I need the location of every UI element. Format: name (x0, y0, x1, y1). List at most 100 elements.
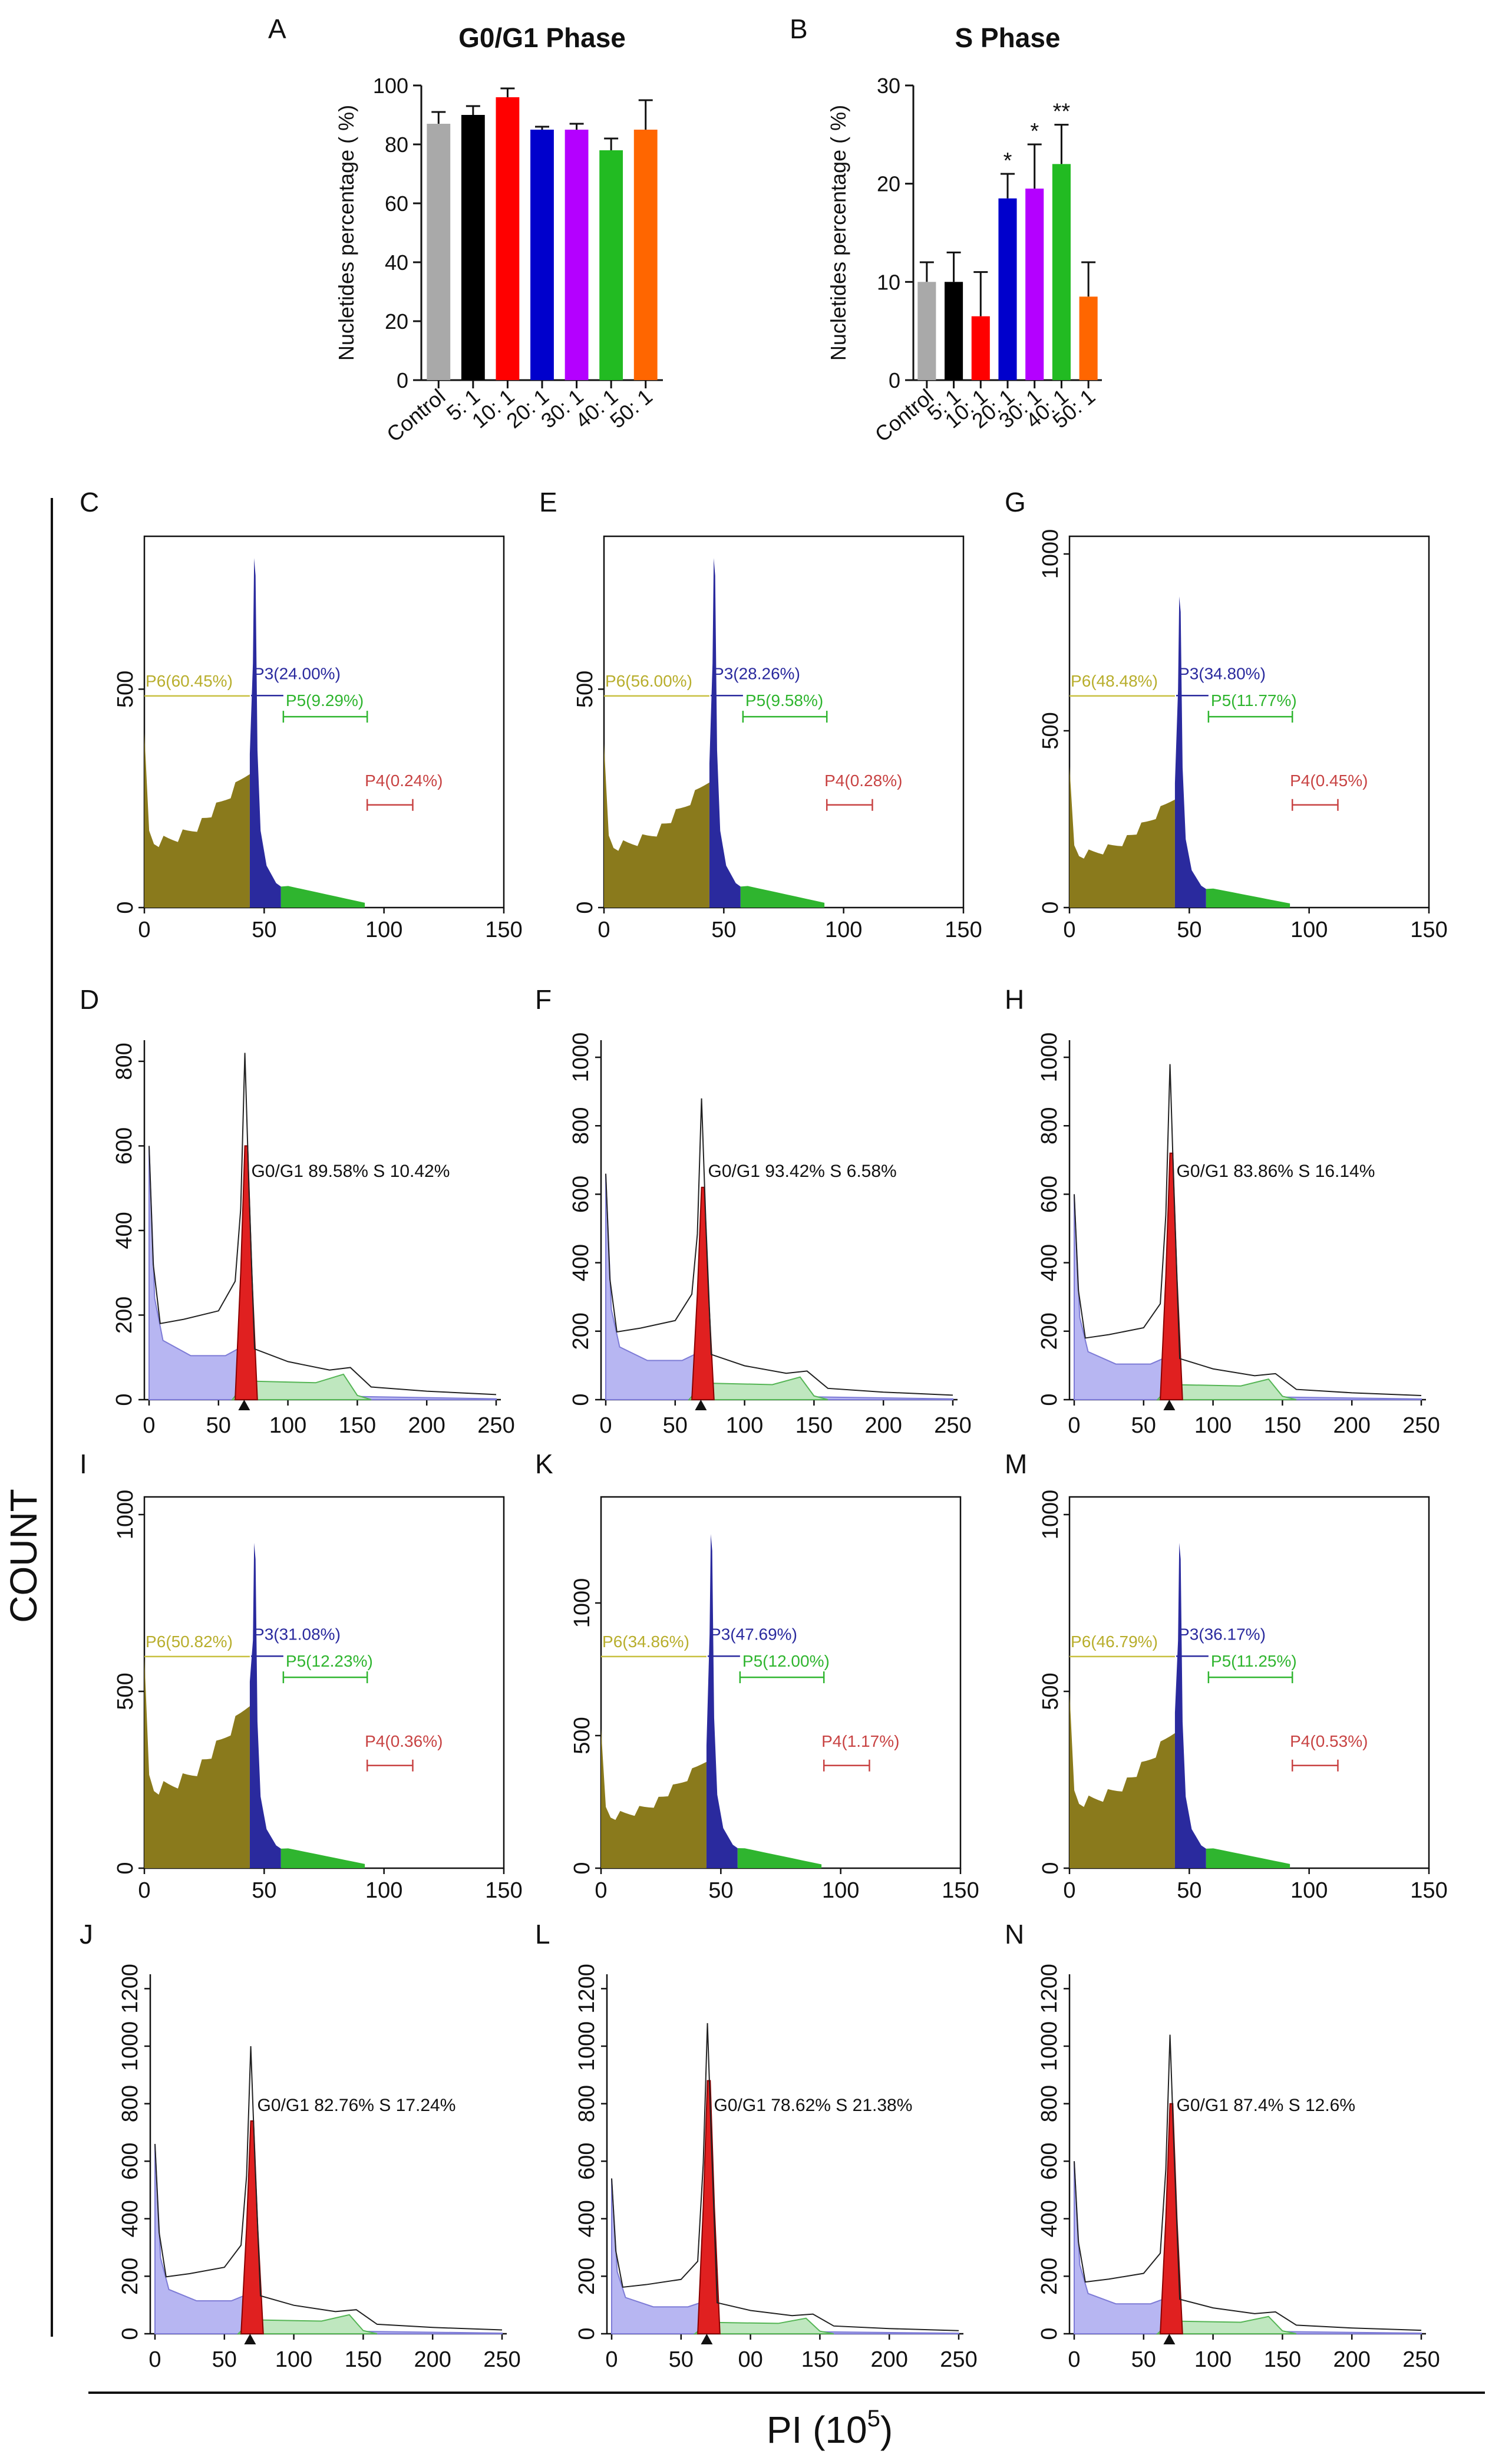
y-tick-label: 1200 (118, 1964, 143, 2014)
g1-marker (695, 1400, 707, 1410)
x-tick-label: 200 (408, 1413, 445, 1438)
x-tick-label: 50 (669, 2347, 694, 2372)
y-tick-label: 0 (112, 1393, 137, 1406)
gate-p3-label: P3(36.17%) (1179, 1625, 1266, 1643)
bar (1052, 164, 1071, 380)
histogram-p6-region (144, 733, 250, 908)
y-tick-label: 400 (118, 2200, 143, 2237)
y-tick-label: 0 (118, 2327, 143, 2340)
histogram-p5-tail (1206, 1848, 1290, 1868)
x-tick-label: 200 (1333, 2347, 1370, 2372)
gate-p3-label: P3(34.80%) (1179, 664, 1266, 682)
x-tick-label: 200 (414, 2347, 451, 2372)
chart-g: G 0 50 100 150 0 500 1000 P6(48.48%) P3(34.80%) P5… (1005, 487, 1448, 942)
count-axis-title: COUNT (2, 1489, 45, 1623)
fit-g1-peak (1160, 1152, 1183, 1400)
chart-n: N 0 50 100 150 200 250 0 200 400 600 800 1000 1200 G0/… (1005, 1919, 1440, 2372)
x-tick-label: 50 (252, 918, 276, 942)
y-tick-label: 40 (385, 250, 408, 275)
x-tick-label: 50 (1177, 918, 1201, 942)
x-tick-label: 0 (595, 1878, 607, 1903)
bar (633, 130, 658, 380)
panel-letter: C (80, 487, 99, 517)
fit-debris-region (154, 2143, 503, 2334)
y-tick-label: 600 (112, 1127, 137, 1165)
y-tick-label: 400 (1037, 2200, 1062, 2237)
histogram-p6-region (604, 744, 709, 908)
raw-data-line (154, 2046, 503, 2331)
x-tick-label: 250 (940, 2347, 977, 2372)
gate-p6-label: P6(56.00%) (605, 672, 692, 690)
y-tick-label: 80 (385, 133, 408, 157)
fit-debris-region (148, 1146, 497, 1400)
bar (998, 198, 1017, 380)
fit-g1-peak (691, 1186, 715, 1400)
bar (1079, 296, 1098, 380)
y-tick-label: 0 (569, 1393, 593, 1406)
significance-star: * (1030, 119, 1039, 144)
x-tick-label: 100 (269, 1413, 306, 1438)
chart-b: B S Phase 0 10 20 30 Nucletides percentage ( %… (790, 14, 1102, 447)
panel-letter: A (268, 14, 286, 44)
y-tick-label: 200 (1037, 2258, 1062, 2295)
bar (971, 316, 990, 380)
gate-p6-label: P6(48.48%) (1071, 672, 1158, 690)
y-tick-label: 10 (877, 270, 900, 294)
histogram-p6-region (1069, 1691, 1175, 1868)
x-tick-label: 150 (1264, 1413, 1301, 1438)
bar (599, 150, 623, 380)
y-tick-label: 1000 (569, 1033, 593, 1083)
gate-p5-label: P5(11.25%) (1211, 1652, 1297, 1670)
gate-p5-label: P5(11.77%) (1211, 691, 1297, 710)
x-tick-label: 0 (1068, 2347, 1080, 2372)
fit-debris-region (1074, 1194, 1422, 1400)
histogram-p3-peak (249, 1543, 281, 1868)
raw-data-line (605, 1098, 953, 1396)
pi-axis-title-main: PI (10 (767, 2409, 867, 2451)
y-tick-label: 1000 (1038, 1490, 1063, 1540)
bar (917, 282, 936, 380)
pi-axis-title: PI (105) (767, 2406, 893, 2451)
x-tick-label: 50 (708, 1878, 733, 1903)
x-tick-label: 150 (1410, 1878, 1447, 1903)
bar (565, 130, 589, 380)
y-tick-label: 0 (889, 368, 900, 392)
panel-letter: L (535, 1919, 550, 1950)
y-tick-label: 0 (397, 368, 408, 392)
fit-result-label: G0/G1 78.62% S 21.38% (714, 2096, 913, 2115)
x-tick-label: 50 (1177, 1878, 1201, 1903)
y-axis-label: Nucletides percentage ( %) (334, 105, 358, 361)
x-tick-label: Control (382, 384, 450, 447)
fit-debris-region (1074, 2161, 1422, 2334)
gate-p5-label: P5(9.29%) (286, 691, 364, 710)
fit-result-label: G0/G1 83.86% S 16.14% (1177, 1162, 1375, 1181)
x-tick-label: 100 (365, 918, 402, 942)
y-tick-label: 1200 (1037, 1964, 1062, 2014)
y-tick-label: 400 (1037, 1244, 1062, 1281)
panel-letter: H (1005, 984, 1024, 1015)
y-tick-label: 800 (569, 1107, 593, 1144)
gate-p4-label: P4(1.17%) (821, 1732, 899, 1750)
gate-p4-label: P4(0.28%) (824, 771, 902, 790)
panel-letter: F (535, 984, 552, 1015)
x-tick-label: 150 (801, 2347, 839, 2372)
y-tick-label: 1000 (1037, 2021, 1062, 2072)
gate-p4-label: P4(0.45%) (1290, 771, 1368, 790)
fit-debris-region (605, 1173, 953, 1400)
x-tick-label: 50 (663, 1413, 688, 1438)
x-tick-label: 0 (1063, 1878, 1075, 1903)
g1-marker (1163, 1400, 1176, 1410)
x-tick-label: 100 (822, 1878, 859, 1903)
y-tick-label: 800 (118, 2085, 143, 2122)
y-tick-label: 200 (569, 1312, 593, 1350)
gate-p4-label: P4(0.53%) (1290, 1732, 1368, 1750)
x-tick-label: 250 (1402, 2347, 1440, 2372)
chart-k: K 0 50 100 150 0 500 1000 P6(34.86%) P3(47.69%) P5… (535, 1449, 979, 1903)
x-tick-label: 0 (148, 2347, 161, 2372)
y-tick-label: 800 (575, 2085, 599, 2122)
x-tick-label: 100 (1194, 1413, 1232, 1438)
chart-title: S Phase (955, 22, 1061, 53)
y-tick-label: 20 (385, 309, 408, 334)
